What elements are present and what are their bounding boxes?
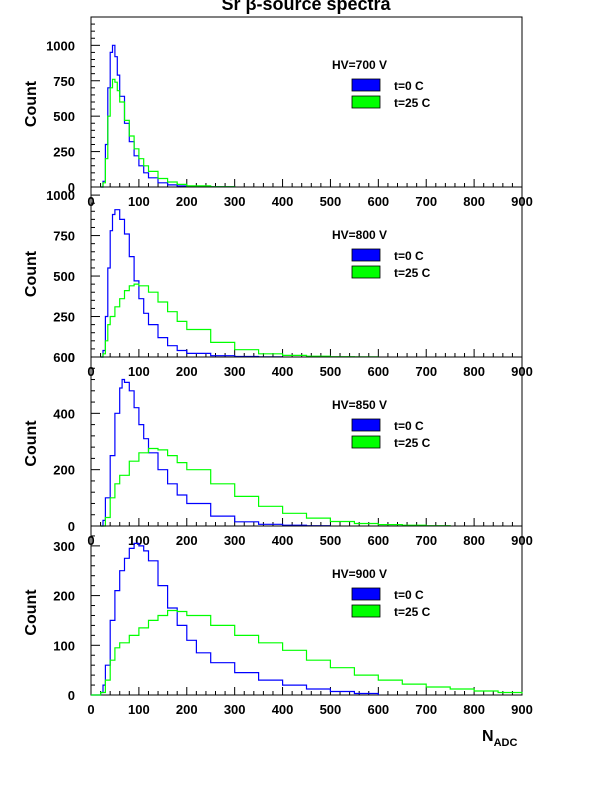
legend-label: t=0 C [394, 419, 424, 433]
legend-swatch-t0 [351, 418, 381, 432]
x-axis-label-sub: ADC [494, 737, 518, 749]
y-tick-label: 0 [68, 519, 75, 534]
y-tick-label: 1000 [46, 188, 75, 203]
y-tick-label: 400 [53, 406, 75, 421]
hv-label: HV=800 V [332, 228, 387, 242]
x-tick-label: 700 [415, 702, 437, 717]
legend-swatch-t25 [351, 604, 381, 618]
legend-swatch-t25 [351, 95, 381, 109]
x-tick-label: 100 [128, 702, 150, 717]
x-tick-label: 700 [415, 533, 437, 548]
series-line-t0 [100, 209, 284, 358]
x-tick-label: 700 [415, 364, 437, 379]
x-tick-label: 800 [463, 702, 485, 717]
x-tick-label: 800 [463, 194, 485, 209]
x-tick-label: 100 [128, 194, 150, 209]
legend-swatch-t0 [351, 78, 381, 92]
x-tick-label: 800 [463, 533, 485, 548]
y-tick-label: 200 [53, 463, 75, 478]
x-tick-label: 600 [367, 364, 389, 379]
legend-label: t=25 C [394, 266, 431, 280]
x-tick-label: 600 [367, 702, 389, 717]
x-tick-label: 300 [224, 702, 246, 717]
x-tick-label: 200 [176, 194, 198, 209]
x-tick-label: 0 [87, 702, 94, 717]
y-tick-label: 0 [68, 180, 75, 195]
series-line-t0 [100, 378, 331, 527]
x-tick-label: 100 [128, 364, 150, 379]
hv-label: HV=850 V [332, 398, 387, 412]
x-tick-label: 500 [320, 533, 342, 548]
y-tick-label: 250 [53, 310, 75, 325]
x-tick-label: 500 [320, 364, 342, 379]
legend-label: t=0 C [394, 79, 424, 93]
y-tick-label: 200 [53, 589, 75, 604]
y-tick-label: 750 [53, 74, 75, 89]
x-tick-label: 200 [176, 702, 198, 717]
y-tick-label: 0 [68, 350, 75, 365]
figure-title: Sr β-source spectra [221, 0, 391, 14]
y-axis-label: Count [23, 80, 40, 127]
legend-swatch-t25 [351, 435, 381, 449]
legend-label: t=0 C [394, 249, 424, 263]
legend-swatch-t25 [351, 265, 381, 279]
y-tick-label: 1000 [46, 38, 75, 53]
series-line-t25 [91, 609, 523, 696]
x-axis-label-main: N [482, 728, 494, 745]
hv-label: HV=900 V [332, 567, 387, 581]
legend-swatch-t0 [351, 587, 381, 601]
x-axis-label: NADC [482, 728, 517, 749]
x-tick-label: 200 [176, 533, 198, 548]
x-tick-label: 400 [272, 364, 294, 379]
y-axis-label: Count [23, 589, 40, 636]
x-tick-label: 300 [224, 533, 246, 548]
panels-group: 0 100 200 300 400 500 600 700 800 900 0 250 500 750 10… [23, 16, 533, 717]
x-tick-label: 200 [176, 364, 198, 379]
y-tick-label: 600 [53, 350, 75, 365]
chart-panel-4: 0 100 200 300 400 500 600 700 800 900 0 100 200 300 Co… [23, 525, 533, 717]
hv-label: HV=700 V [332, 58, 387, 72]
x-tick-label: 700 [415, 194, 437, 209]
y-tick-label: 500 [53, 109, 75, 124]
x-tick-label: 800 [463, 364, 485, 379]
legend-label: t=0 C [394, 588, 424, 602]
series-line-t25 [100, 447, 451, 527]
y-tick-label: 750 [53, 229, 75, 244]
plot-frame [90, 525, 523, 696]
legend-label: t=25 C [394, 436, 431, 450]
series-line-t0 [100, 44, 236, 188]
y-axis-label: Count [23, 250, 40, 297]
y-tick-label: 100 [53, 638, 75, 653]
legend-swatch-t0 [351, 248, 381, 262]
x-tick-label: 300 [224, 194, 246, 209]
series-line-t25 [100, 78, 236, 188]
x-tick-label: 400 [272, 702, 294, 717]
y-tick-label: 250 [53, 145, 75, 160]
series-line-t25 [100, 283, 379, 358]
y-tick-label: 500 [53, 269, 75, 284]
legend-label: t=25 C [394, 605, 431, 619]
y-axis-label: Count [23, 420, 40, 467]
x-tick-label: 600 [367, 533, 389, 548]
y-tick-label: 0 [68, 688, 75, 703]
x-tick-label: 900 [511, 702, 533, 717]
x-tick-label: 400 [272, 533, 294, 548]
chart-panel-1: 0 100 200 300 400 500 600 700 800 900025050075010… [23, 16, 533, 209]
x-tick-label: 500 [320, 702, 342, 717]
series-line-t0 [91, 542, 379, 696]
x-tick-label: 100 [128, 533, 150, 548]
x-tick-label: 400 [272, 194, 294, 209]
x-tick-label: 600 [367, 194, 389, 209]
x-tick-label: 300 [224, 364, 246, 379]
legend-label: t=25 C [394, 96, 431, 110]
y-tick-label: 300 [53, 539, 75, 554]
x-tick-label: 500 [320, 194, 342, 209]
